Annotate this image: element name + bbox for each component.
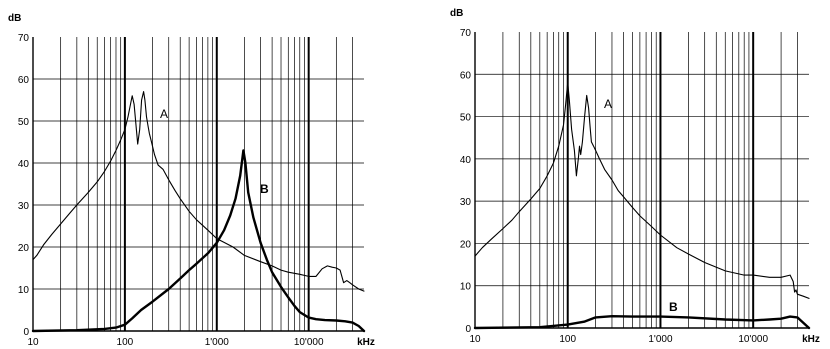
series-A-line: [32, 91, 365, 292]
y-tick-label: 40: [460, 155, 472, 166]
x-tick-label: 10: [27, 337, 39, 348]
x-tick-label: 100: [559, 334, 576, 345]
series-A-label: A: [604, 97, 612, 111]
y-tick-label: 10: [18, 285, 30, 296]
y-tick-label: 60: [18, 75, 30, 86]
y-tick-label: 50: [460, 113, 472, 124]
grid: [33, 37, 364, 331]
y-tick-label: 70: [18, 33, 30, 44]
y-tick-label: 20: [460, 239, 472, 250]
y-axis-unit-label: dB: [8, 13, 21, 24]
x-axis-unit-label: kHz: [357, 337, 375, 348]
y-tick-label: 0: [23, 327, 29, 338]
series-B-label: B: [260, 182, 269, 196]
x-tick-label: 1'000: [205, 337, 230, 348]
series-B-line: [31, 149, 366, 333]
y-tick-label: 70: [460, 28, 472, 39]
y-tick-label: 10: [460, 282, 472, 293]
y-tick-label: 50: [18, 117, 30, 128]
grid: [475, 32, 809, 328]
x-tick-label: 1'000: [648, 334, 673, 345]
y-tick-label: 0: [465, 324, 471, 335]
y-tick-label: 40: [18, 159, 30, 170]
y-tick-label: 20: [18, 243, 30, 254]
series-A-line: [474, 82, 810, 299]
x-tick-label: 10: [469, 334, 481, 345]
series-B-label: B: [669, 300, 678, 314]
y-axis-unit-label: dB: [450, 8, 463, 19]
x-tick-label: 100: [117, 337, 134, 348]
x-tick-label: 10'000: [294, 337, 324, 348]
x-axis-unit-label: kHz: [802, 334, 820, 345]
y-tick-label: 30: [18, 201, 30, 212]
series-B-line: [473, 315, 811, 330]
y-tick-label: 30: [460, 197, 472, 208]
x-tick-label: 10'000: [738, 334, 768, 345]
series-A-label: A: [160, 107, 168, 121]
y-tick-label: 60: [460, 70, 472, 81]
